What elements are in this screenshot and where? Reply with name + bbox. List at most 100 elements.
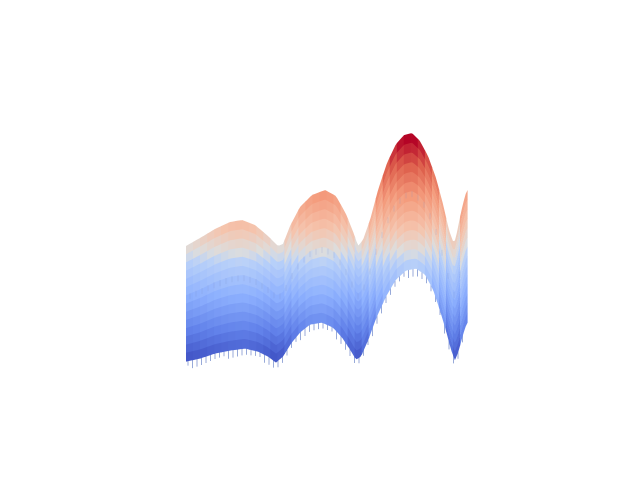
surface-facet: [228, 239, 236, 251]
surface-facet: [200, 294, 208, 308]
surface-facet: [431, 218, 440, 251]
surface-facet: [312, 238, 321, 251]
surface-facet: [382, 222, 391, 250]
surface-facet: [368, 222, 377, 258]
surface-facet: [452, 232, 461, 267]
surface-facet: [347, 327, 356, 350]
surface-facet: [431, 201, 440, 234]
surface-facet: [186, 342, 194, 354]
surface-facet: [460, 218, 468, 255]
surface-facet: [382, 269, 391, 295]
surface-facet: [438, 289, 447, 325]
surface-facet: [277, 320, 285, 337]
surface-facet: [221, 322, 229, 335]
surface-facet: [333, 261, 342, 281]
surface-facet: [277, 247, 285, 263]
surface-facet: [235, 275, 243, 286]
surface-facet: [452, 260, 461, 293]
surface-facet: [256, 243, 264, 260]
surface-facet: [403, 249, 412, 263]
surface-facet: [382, 193, 391, 222]
surface-facet: [221, 313, 229, 326]
surface-facet: [438, 239, 447, 277]
surface-facet: [221, 240, 229, 254]
surface-facet: [333, 242, 342, 262]
surface-facet: [375, 201, 384, 234]
surface-facet: [242, 339, 250, 350]
surface-facet: [319, 199, 328, 212]
surface-facet: [235, 293, 243, 305]
surface-facet: [284, 282, 292, 306]
surface-facet: [410, 181, 419, 196]
surface-facet: [445, 232, 454, 268]
surface-facet: [396, 203, 405, 221]
surface-facet: [228, 294, 236, 306]
surface-facet: [186, 283, 194, 296]
surface-facet: [235, 229, 243, 240]
surface-facet: [186, 317, 194, 329]
surface-facet: [298, 282, 306, 300]
surface-facet: [263, 275, 271, 291]
surface-facet: [312, 210, 321, 223]
surface-facet: [312, 285, 321, 297]
surface-facet: [417, 259, 426, 276]
surface-facet: [193, 323, 201, 335]
surface-facet: [333, 270, 342, 290]
surface-facet: [249, 321, 257, 334]
surface-facet: [340, 316, 349, 338]
surface-facet: [242, 247, 250, 260]
surface-facet: [214, 297, 222, 310]
surface-facet: [256, 261, 264, 277]
surface-facet: [242, 284, 250, 296]
surface-facet: [249, 294, 257, 307]
surface-facet: [368, 282, 377, 315]
surface-facet: [249, 267, 257, 281]
surface-facet: [460, 237, 468, 273]
surface-facet: [319, 218, 328, 230]
surface-facet: [375, 183, 384, 217]
surface-facet: [228, 340, 236, 351]
surface-facet: [207, 326, 215, 339]
surface-facet: [382, 174, 391, 204]
surface-facet: [340, 232, 349, 257]
surface-facet: [445, 305, 454, 341]
surface-facet: [361, 238, 370, 267]
surface-facet: [298, 237, 306, 255]
surface-facet: [333, 213, 342, 234]
surface-facet: [354, 279, 363, 295]
surface-facet: [410, 152, 419, 168]
surface-facet: [431, 269, 440, 301]
surface-facet: [319, 284, 328, 297]
surface-facet: [228, 257, 236, 269]
surface-facet: [291, 324, 299, 344]
surface-facet: [284, 307, 292, 331]
surface-facet: [347, 336, 356, 359]
surface-facet: [235, 302, 243, 314]
surface-facet: [389, 152, 398, 177]
surface-facet: [284, 239, 292, 266]
surface-facet: [460, 284, 468, 319]
surface-facet: [242, 311, 250, 323]
surface-facet: [235, 311, 243, 323]
surface-facet: [305, 268, 314, 284]
surface-facet: [361, 295, 370, 323]
surface-facet: [445, 321, 454, 357]
surface-facet: [375, 192, 384, 226]
surface-facet: [305, 305, 314, 320]
surface-facet: [452, 333, 461, 361]
surface-facet: [298, 291, 306, 308]
surface-facet: [368, 239, 377, 274]
surface-facet: [284, 299, 292, 322]
surface-facet: [340, 307, 349, 329]
surface-facet: [410, 220, 419, 233]
surface-facet: [319, 256, 328, 268]
surface-facet: [375, 228, 384, 260]
surface-facet: [417, 166, 426, 188]
surface-facet: [228, 312, 236, 324]
surface-facet: [235, 220, 243, 231]
surface-facet: [452, 278, 461, 310]
surface-facet: [340, 269, 349, 293]
surface-facet: [403, 142, 412, 156]
surface-facet: [291, 271, 299, 293]
surface-facet: [431, 252, 440, 284]
